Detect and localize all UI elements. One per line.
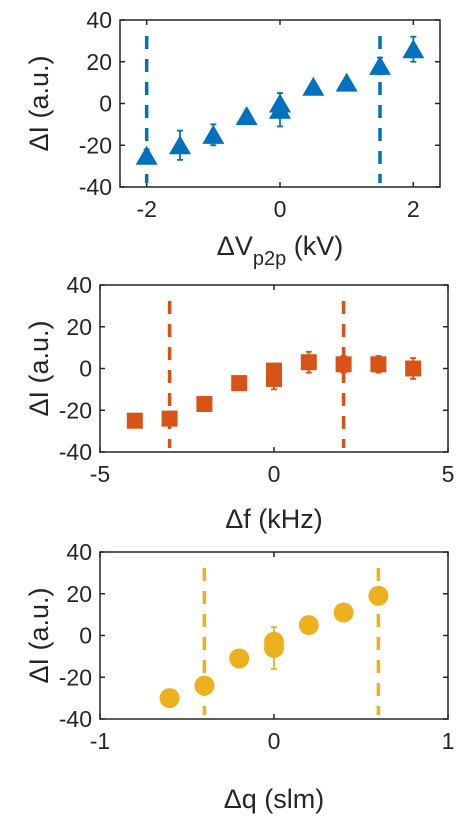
x-axis-label: Δf (kHz) <box>225 504 323 534</box>
data-point-triangle <box>302 76 325 96</box>
y-tick-label: 40 <box>66 272 92 298</box>
data-point-square <box>405 360 422 377</box>
data-point-triangle <box>402 39 425 59</box>
y-tick-label: 0 <box>79 356 92 382</box>
x-tick-label: 2 <box>407 196 420 222</box>
data-point-triangle <box>335 72 358 92</box>
y-axis-label: ΔI (a.u.) <box>24 587 54 683</box>
data-point-triangle <box>235 106 258 126</box>
x-tick-label: 5 <box>442 461 455 487</box>
x-tick-label: -2 <box>136 196 156 222</box>
data-point-circle <box>333 602 354 623</box>
x-axis-label-subscript: p2p <box>253 248 286 270</box>
data-point-square <box>335 356 352 373</box>
x-axis-label-main: Δf (kHz) <box>225 504 323 534</box>
chart-panel-2: -40 -20 0 20 40 -5 0 5 ΔI (a.u.) Δf (kHz) <box>24 272 454 534</box>
x-tick-label: 0 <box>274 196 287 222</box>
x-tick-label: -5 <box>90 461 110 487</box>
data-point-circle <box>298 615 319 636</box>
data-point-circle <box>368 585 389 606</box>
data-point-circle <box>264 631 284 652</box>
data-point-circle <box>229 648 250 669</box>
data-point-square <box>126 412 143 429</box>
data-point-circle <box>194 675 215 696</box>
y-axis-label: ΔI (a.u.) <box>24 55 54 151</box>
y-axis-label: ΔI (a.u.) <box>24 320 54 416</box>
x-tick-label: 1 <box>442 728 455 754</box>
y-tick-label: 40 <box>86 7 112 33</box>
chart-panel-3: -40 -20 0 20 40 -1 0 1 ΔI (a.u.) Δq (slm) <box>24 539 454 814</box>
y-tick-label: -20 <box>79 132 112 158</box>
data-point-square <box>196 395 213 412</box>
y-tick-label: 0 <box>79 623 92 649</box>
data-point-square <box>161 410 178 427</box>
data-point-triangle <box>369 55 391 75</box>
data-point-triangle <box>202 124 225 144</box>
data-point-square <box>231 375 248 392</box>
x-tick-label: 0 <box>268 728 281 754</box>
y-tick-label: 0 <box>99 91 112 117</box>
x-axis-label: Δq (slm) <box>224 784 325 814</box>
x-axis-label-main: ΔV <box>217 231 253 261</box>
y-tick-label: 40 <box>66 539 92 565</box>
data-point-square <box>300 354 317 371</box>
y-tick-label: -40 <box>59 439 92 465</box>
y-tick-label: -20 <box>59 397 92 423</box>
x-axis-label: ΔVp2p (kV) <box>217 231 343 270</box>
data-point-triangle <box>169 135 191 155</box>
x-tick-label: -1 <box>90 728 110 754</box>
y-tick-label: -40 <box>79 174 112 200</box>
data-point-circle <box>159 688 180 709</box>
y-tick-label: -40 <box>59 706 92 732</box>
data-point-triangle <box>269 93 291 113</box>
data-point-triangle <box>135 145 158 165</box>
x-axis-label-unit: (kV) <box>286 231 343 261</box>
data-point-square <box>370 356 387 373</box>
data-point-square <box>266 362 282 379</box>
x-axis-label-main: Δq (slm) <box>224 784 325 814</box>
y-tick-label: 20 <box>66 314 92 340</box>
y-tick-label: 20 <box>66 581 92 607</box>
x-tick-label: 0 <box>268 461 281 487</box>
y-tick-label: 20 <box>86 49 112 75</box>
y-tick-label: -20 <box>59 664 92 690</box>
